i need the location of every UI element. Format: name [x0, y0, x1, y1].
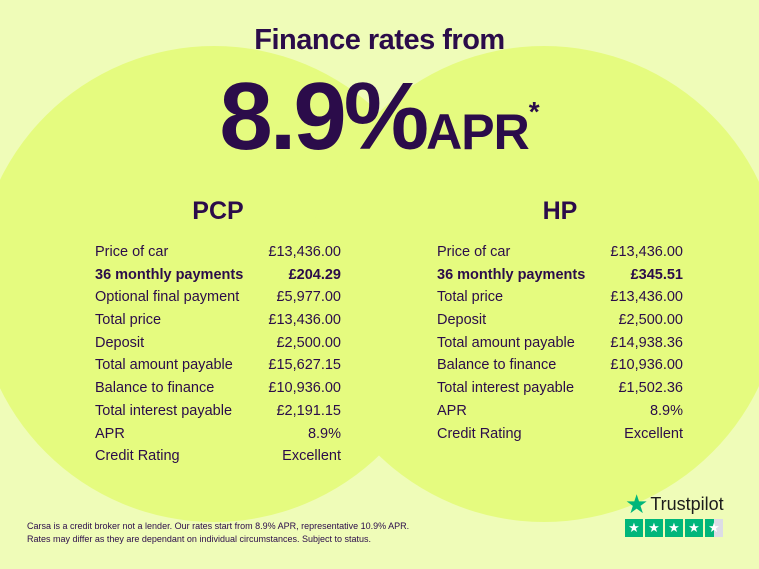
- rating-star-icon: ★: [685, 519, 703, 537]
- disclaimer-line-1: Carsa is a credit broker not a lender. O…: [27, 521, 410, 531]
- row-label: Total interest payable: [437, 380, 575, 397]
- hp-row: Total interest payable £1,502.36: [437, 377, 683, 400]
- row-value: £5,977.00: [276, 289, 341, 306]
- row-label: 36 monthly payments: [95, 266, 244, 283]
- rate-value: 8.9%: [219, 63, 429, 170]
- hp-row: Deposit £2,500.00: [437, 309, 683, 332]
- row-value: Excellent: [282, 448, 341, 465]
- row-label: Total amount payable: [95, 357, 233, 374]
- row-label: Total price: [437, 289, 504, 306]
- row-value: £2,500.00: [276, 334, 341, 351]
- rating-star-icon: ★: [665, 519, 683, 537]
- trustpilot-name: Trustpilot: [650, 493, 724, 514]
- pcp-row: Total amount payable £15,627.15: [95, 354, 341, 377]
- row-value: £10,936.00: [610, 357, 683, 374]
- trustpilot-logo: ★ Trustpilot: [625, 489, 724, 519]
- pcp-row: Optional final payment £5,977.00: [95, 286, 341, 309]
- row-label: APR: [437, 402, 467, 419]
- row-label: Credit Rating: [437, 425, 522, 442]
- row-value: £15,627.15: [268, 357, 341, 374]
- asterisk: *: [528, 96, 540, 127]
- hp-row: Price of car £13,436.00: [437, 241, 683, 264]
- pcp-row: Balance to finance £10,936.00: [95, 377, 341, 400]
- hp-row: Balance to finance £10,936.00: [437, 354, 683, 377]
- rating-star-icon: ★: [625, 519, 643, 537]
- row-value: Excellent: [624, 425, 683, 442]
- row-value: £2,500.00: [618, 312, 683, 329]
- row-label: Optional final payment: [95, 289, 240, 306]
- row-label: 36 monthly payments: [437, 266, 586, 283]
- rating-star-icon: ★: [645, 519, 663, 537]
- hp-table: HP Price of car £13,436.00 36 monthly paym…: [437, 197, 683, 445]
- pcp-table: PCP Price of car £13,436.00 36 monthly pay…: [95, 197, 341, 468]
- row-value: £13,436.00: [610, 289, 683, 306]
- pcp-title: PCP: [192, 197, 244, 225]
- disclaimer: Carsa is a credit broker not a lender. O…: [27, 520, 409, 545]
- apr-label: APR: [426, 104, 530, 160]
- pcp-row: APR 8.9%: [95, 423, 341, 446]
- disclaimer-line-2: Rates may differ as they are dependant o…: [27, 533, 372, 544]
- hp-row: Total amount payable £14,938.36: [437, 332, 683, 355]
- trustpilot-badge[interactable]: ★ Trustpilot ★ ★ ★ ★ ★: [625, 489, 724, 537]
- row-value: £13,436.00: [268, 244, 341, 260]
- rating-star-icon: ★: [705, 519, 723, 537]
- row-value: £10,936.00: [268, 380, 341, 397]
- row-label: Total amount payable: [437, 334, 575, 351]
- row-label: Total price: [95, 312, 162, 329]
- star-icon: ★: [625, 489, 649, 519]
- row-label: Price of car: [95, 244, 169, 260]
- trustpilot-rating: ★ ★ ★ ★ ★: [625, 519, 724, 537]
- row-value: £2,191.15: [276, 402, 341, 419]
- row-label: Deposit: [437, 312, 487, 329]
- pcp-row: 36 monthly payments £204.29: [95, 264, 341, 287]
- row-value: 8.9%: [649, 402, 683, 419]
- headline: Finance rates from: [254, 24, 505, 56]
- pcp-row: Credit Rating Excellent: [95, 445, 341, 468]
- hero-rate: 8.9%APR*: [0, 62, 759, 172]
- row-label: Price of car: [437, 244, 511, 260]
- row-label: Total interest payable: [95, 402, 233, 419]
- row-label: Deposit: [95, 334, 145, 351]
- row-value: £13,436.00: [268, 312, 341, 329]
- row-label: APR: [95, 425, 125, 442]
- row-value: 8.9%: [307, 425, 341, 442]
- row-value: £204.29: [288, 266, 341, 283]
- row-label: Balance to finance: [437, 357, 557, 374]
- pcp-row: Deposit £2,500.00: [95, 332, 341, 355]
- pcp-row: Price of car £13,436.00: [95, 241, 341, 264]
- row-value: £13,436.00: [610, 244, 683, 260]
- row-label: Credit Rating: [95, 448, 180, 465]
- hp-row: Total price £13,436.00: [437, 286, 683, 309]
- row-value: £345.51: [630, 266, 683, 283]
- row-value: £14,938.36: [610, 334, 683, 351]
- hp-row: 36 monthly payments £345.51: [437, 264, 683, 287]
- row-label: Balance to finance: [95, 380, 215, 397]
- pcp-row: Total price £13,436.00: [95, 309, 341, 332]
- hp-title: HP: [542, 197, 578, 225]
- hp-row: APR 8.9%: [437, 400, 683, 423]
- row-value: £1,502.36: [618, 380, 683, 397]
- right-background-circle: [306, 46, 759, 522]
- hp-row: Credit Rating Excellent: [437, 423, 683, 446]
- pcp-row: Total interest payable £2,191.15: [95, 400, 341, 423]
